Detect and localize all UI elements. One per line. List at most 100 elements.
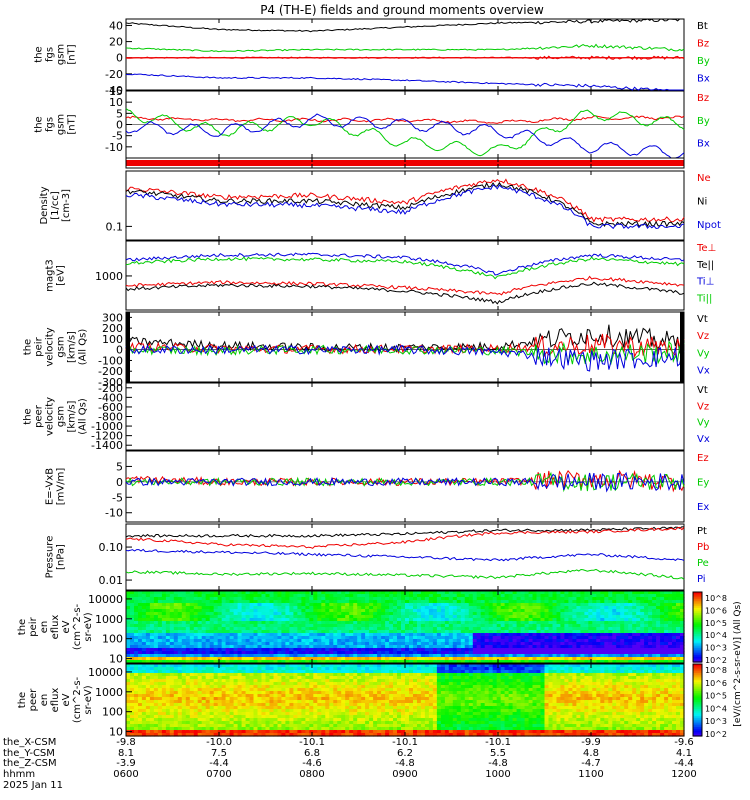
spectrogram-cell [664,618,669,622]
spectrogram-cell [313,657,318,661]
spectrogram-cell [217,721,223,725]
spectrogram-cell [149,645,155,649]
spectrogram-cell [273,664,279,668]
spectrogram-cell [165,633,171,637]
spectrogram-cell [149,709,155,713]
spectrogram-cell [660,591,665,595]
spectrogram-cell [301,709,306,713]
spectrogram-cell [265,721,271,725]
spectrogram-cell [405,627,410,631]
spectrogram-cell [672,603,677,607]
spectrogram-cell [221,709,227,713]
y-tick-label: -200 [98,365,123,378]
spectrogram-cell [209,639,215,643]
spectrogram-cell [309,648,314,652]
spectrogram-cell [249,682,255,686]
spectrogram-cell [568,624,573,628]
spectrogram-cell [229,673,235,677]
spectrogram-cell [185,676,191,680]
spectrogram-cell [596,609,601,613]
spectrogram-cell [464,636,470,640]
spectrogram-cell [205,715,211,719]
spectrogram-cell [452,618,458,622]
spectrogram-cell [173,685,179,689]
spectrogram-cell [536,654,542,658]
spectrogram-cell [664,621,669,625]
spectrogram-cell [644,624,649,628]
spectrogram-cell [317,715,322,719]
spectrogram-cell [564,639,569,643]
spectrogram-cell [596,615,601,619]
spectrogram-cell [213,603,219,607]
spectrogram-cell [476,621,482,625]
spectrogram-cell [544,639,550,643]
spectrogram-cell [369,624,374,628]
spectrogram-cell [604,606,609,610]
spectrogram-cell [217,688,223,692]
spectrogram-cell [297,591,302,595]
spectrogram-cell [648,612,653,616]
spectrogram-cell [341,676,346,680]
spectrogram-cell [389,618,394,622]
spectrogram-cell [676,642,681,646]
spectrogram-cell [321,697,326,701]
spectrogram-cell [305,654,310,658]
spectrogram-cell [417,636,422,640]
spectrogram-cell [281,670,286,674]
spectrogram-cell [624,648,629,652]
spectrogram-cell [201,715,207,719]
spectrogram-cell [253,721,259,725]
spectrogram-cell [389,594,394,598]
spectrogram-cell [608,654,613,658]
spectrogram-cell [157,627,163,631]
spectrogram-cell [153,654,159,658]
spectrogram-cell [161,727,167,731]
spectrogram-cell [130,730,135,734]
spectrogram-cell [253,730,259,734]
spectrogram-cell [353,657,358,661]
spectrogram-cell [628,624,633,628]
spectrogram-cell [568,618,573,622]
spectrogram-cell [205,609,211,613]
spectrogram-cell [293,612,298,616]
spectrogram-cell [225,651,231,655]
spectrogram-cell [153,591,159,595]
spectrogram-cell [640,648,645,652]
spectrogram-cell [221,676,227,680]
spectrogram-cell [520,609,526,613]
spectrogram-cell [309,636,314,640]
spectrogram-cell [237,648,243,652]
spectrogram-cell [652,654,657,658]
spectrogram-cell [249,712,255,716]
spectrogram-cell [604,636,609,640]
spectrogram-cell [197,703,203,707]
spectrogram-cell [381,660,386,664]
spectrogram-cell [444,597,450,601]
spectrogram-cell [548,630,554,634]
spectrogram-cell [185,682,191,686]
spectrogram-cell [444,660,450,664]
spectrogram-cell [413,606,418,610]
spectrogram-cell [524,627,530,631]
spectrogram-cell [193,679,199,683]
spectrogram-cell [165,712,171,716]
spectrogram-cell [608,609,613,613]
spectrogram-cell [393,651,398,655]
spectrogram-cell [141,648,147,652]
spectrogram-cell [161,682,167,686]
spectrogram-cell [169,654,175,658]
spectrogram-cell [130,712,135,716]
spectrogram-cell [333,712,338,716]
spectrogram-cell [253,606,259,610]
spectrogram-cell [165,624,171,628]
spectrogram-cell [600,612,605,616]
spectrogram-cell [448,642,454,646]
spectrogram-cell [576,645,581,649]
spectrogram-cell [385,651,390,655]
spectrogram-cell [269,618,275,622]
spectrogram-cell [217,694,223,698]
spectrogram-cell [134,657,139,661]
spectrogram-cell [229,609,235,613]
spectrogram-cell [548,651,554,655]
spectrogram-cell [365,597,370,601]
